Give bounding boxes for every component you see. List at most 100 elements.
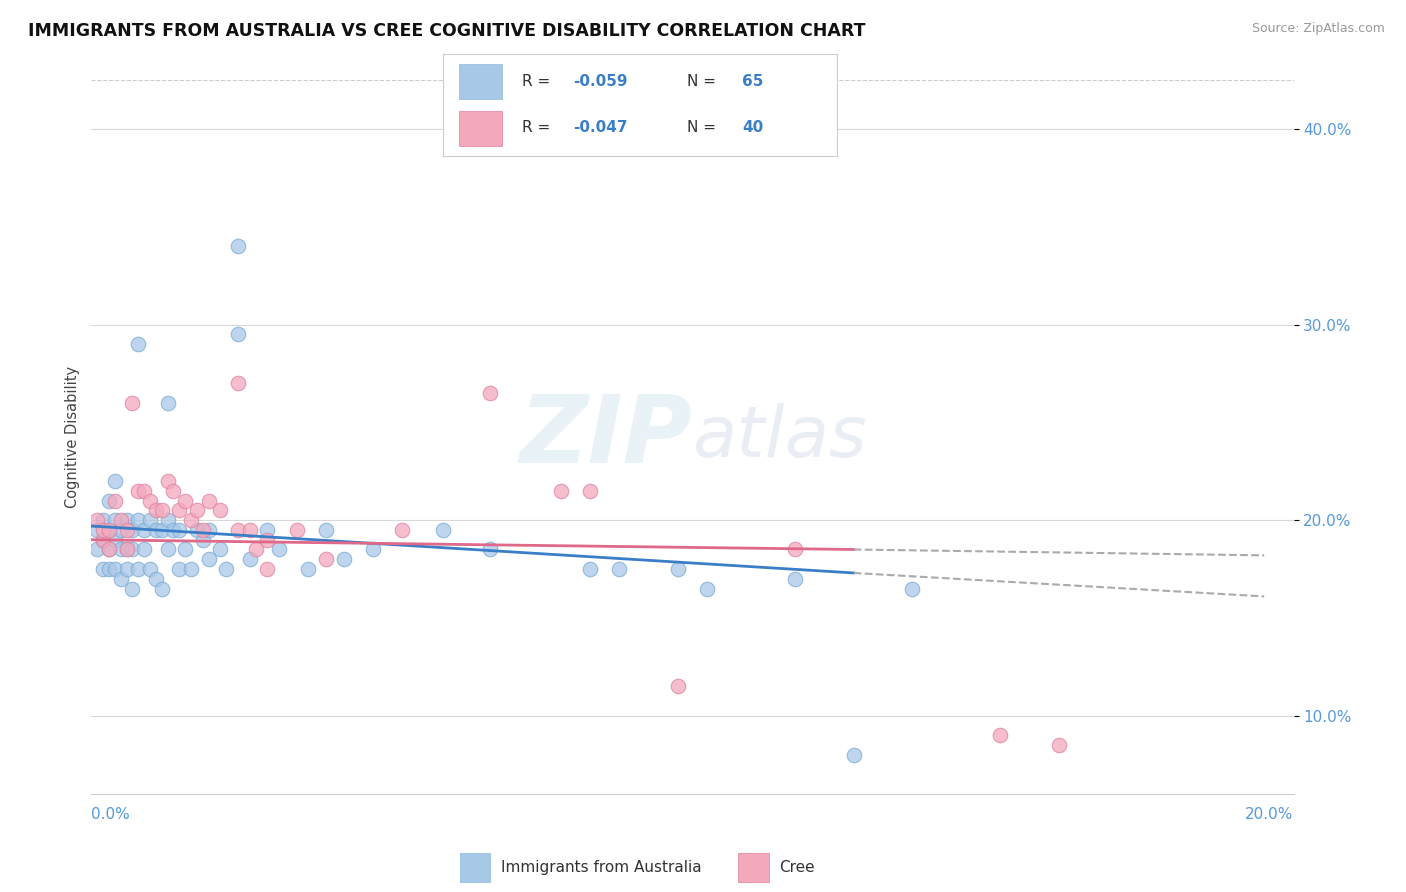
Point	[226, 327, 249, 342]
Text: Cree: Cree	[779, 860, 814, 875]
Point	[98, 523, 121, 537]
Point	[315, 523, 337, 537]
Text: Immigrants from Australia: Immigrants from Australia	[501, 860, 702, 875]
Point	[186, 523, 208, 537]
Point	[121, 542, 143, 557]
Point	[104, 513, 127, 527]
Point	[98, 542, 121, 557]
Point	[104, 562, 127, 576]
Point	[479, 542, 502, 557]
Point	[391, 523, 413, 537]
Point	[988, 728, 1011, 742]
Point	[156, 542, 179, 557]
Point	[696, 582, 718, 596]
Point	[110, 523, 132, 537]
Point	[256, 533, 278, 547]
Point	[134, 542, 156, 557]
Point	[162, 483, 184, 498]
Point	[186, 503, 208, 517]
Point	[226, 376, 249, 391]
Text: R =: R =	[522, 120, 555, 135]
Point	[256, 523, 278, 537]
Point	[104, 533, 127, 547]
Point	[169, 562, 191, 576]
Point	[239, 523, 262, 537]
Point	[156, 474, 179, 488]
Point	[110, 542, 132, 557]
Point	[197, 552, 219, 566]
Y-axis label: Cognitive Disability: Cognitive Disability	[65, 366, 80, 508]
Point	[162, 523, 184, 537]
Text: 20.0%: 20.0%	[1246, 807, 1294, 822]
Point	[91, 562, 114, 576]
Point	[579, 562, 602, 576]
Bar	[460, 854, 491, 881]
Point	[150, 582, 173, 596]
Point	[1047, 738, 1070, 752]
Point	[98, 523, 121, 537]
Point	[783, 542, 806, 557]
Text: ZIP: ZIP	[520, 391, 692, 483]
Point	[145, 523, 167, 537]
Point	[783, 572, 806, 586]
Point	[579, 483, 602, 498]
Point	[607, 562, 630, 576]
Text: N =: N =	[688, 74, 721, 88]
Point	[191, 533, 214, 547]
Bar	[458, 111, 502, 145]
Point	[666, 562, 689, 576]
Point	[256, 562, 278, 576]
Point	[98, 542, 121, 557]
Text: Source: ZipAtlas.com: Source: ZipAtlas.com	[1251, 22, 1385, 36]
Text: R =: R =	[522, 74, 555, 88]
Point	[666, 679, 689, 693]
Point	[191, 523, 214, 537]
Bar	[458, 64, 502, 99]
Point	[121, 396, 143, 410]
Point	[432, 523, 454, 537]
Point	[197, 523, 219, 537]
Point	[127, 562, 149, 576]
Point	[91, 533, 114, 547]
Point	[297, 562, 319, 576]
Point	[361, 542, 384, 557]
Point	[215, 562, 238, 576]
Point	[180, 513, 202, 527]
Point	[209, 503, 232, 517]
Point	[239, 552, 262, 566]
Point	[226, 239, 249, 253]
Text: IMMIGRANTS FROM AUSTRALIA VS CREE COGNITIVE DISABILITY CORRELATION CHART: IMMIGRANTS FROM AUSTRALIA VS CREE COGNIT…	[28, 22, 866, 40]
Point	[479, 386, 502, 401]
Point	[245, 542, 267, 557]
Point	[134, 523, 156, 537]
Point	[315, 552, 337, 566]
Text: -0.059: -0.059	[572, 74, 627, 88]
Point	[267, 542, 290, 557]
Point	[115, 542, 138, 557]
Point	[104, 474, 127, 488]
Text: atlas: atlas	[692, 402, 868, 472]
Point	[550, 483, 572, 498]
Point	[86, 523, 108, 537]
Point	[115, 562, 138, 576]
Text: -0.047: -0.047	[572, 120, 627, 135]
Point	[285, 523, 308, 537]
Point	[86, 513, 108, 527]
Point	[901, 582, 924, 596]
Point	[134, 483, 156, 498]
Point	[139, 513, 162, 527]
Point	[332, 552, 354, 566]
Text: 65: 65	[742, 74, 763, 88]
Point	[127, 337, 149, 351]
Bar	[738, 854, 769, 881]
Point	[174, 542, 197, 557]
Point	[197, 493, 219, 508]
Point	[104, 493, 127, 508]
Point	[110, 513, 132, 527]
Point	[145, 503, 167, 517]
Point	[115, 513, 138, 527]
Text: N =: N =	[688, 120, 721, 135]
Point	[209, 542, 232, 557]
Point	[110, 572, 132, 586]
Point	[139, 493, 162, 508]
